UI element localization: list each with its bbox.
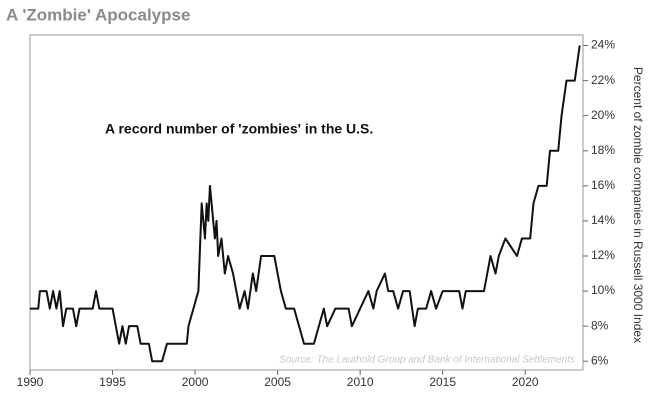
x-tick-label: 1990 (17, 375, 44, 389)
y-tick-label: 8% (591, 318, 609, 332)
x-tick-label: 2015 (429, 375, 456, 389)
x-tick-label: 2000 (182, 375, 209, 389)
y-tick-label: 6% (591, 353, 609, 367)
x-tick-label: 2010 (347, 375, 374, 389)
source-note: Source: The Lauthold Group and Bank of I… (279, 355, 575, 366)
chart-title: A 'Zombie' Apocalypse (6, 5, 190, 24)
x-tick-label: 1995 (99, 375, 126, 389)
y-tick-label: 24% (591, 38, 615, 52)
x-tick-label: 2005 (264, 375, 291, 389)
y-tick-label: 22% (591, 73, 615, 87)
data-line (30, 45, 581, 363)
plot-frame (29, 34, 584, 371)
y-tick-label: 18% (591, 143, 615, 157)
x-tick-label: 2020 (512, 375, 539, 389)
y-axis-label: Percent of zombie companies in Russell 3… (631, 67, 645, 343)
y-tick-label: 20% (591, 108, 615, 122)
y-tick-label: 10% (591, 283, 615, 297)
annotation: A record number of 'zombies' in the U.S. (105, 121, 373, 137)
y-tick-label: 16% (591, 178, 615, 192)
y-tick-label: 14% (591, 213, 615, 227)
y-tick-label: 12% (591, 248, 615, 262)
